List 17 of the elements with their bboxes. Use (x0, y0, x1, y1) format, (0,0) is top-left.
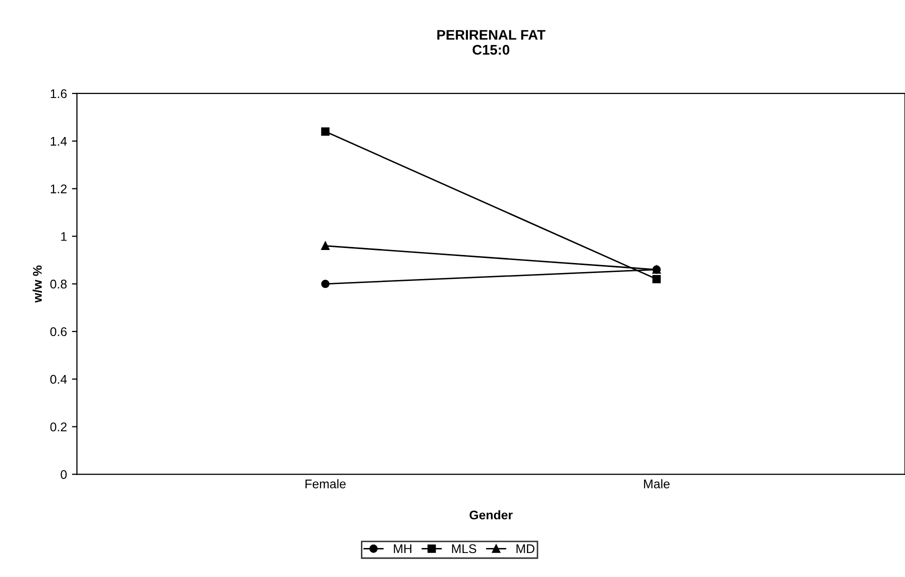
y-tick-label: 0.6 (50, 327, 67, 336)
y-tick-label: 1.2 (50, 184, 67, 194)
y-tick-label: 0.2 (50, 422, 67, 432)
legend-label: MD (516, 544, 534, 554)
y-tick-label: 1.4 (50, 137, 67, 146)
legend-label: MH (394, 544, 412, 554)
x-tick-label: Male (644, 479, 670, 488)
y-tick-label: 0 (60, 470, 67, 479)
y-tick-label: 1.6 (50, 89, 67, 98)
y-tick-label: 0.8 (50, 280, 67, 289)
x-axis-title: Gender (470, 510, 513, 520)
y-tick-label: 1 (61, 232, 67, 241)
y-axis-title: w/w % (32, 265, 42, 303)
chart-title: PERIRENAL FAT C15:0 (437, 30, 546, 55)
x-tick-label: Female (306, 479, 346, 488)
legend-label: MLS (452, 544, 476, 554)
y-tick-label: 0.4 (50, 374, 67, 384)
